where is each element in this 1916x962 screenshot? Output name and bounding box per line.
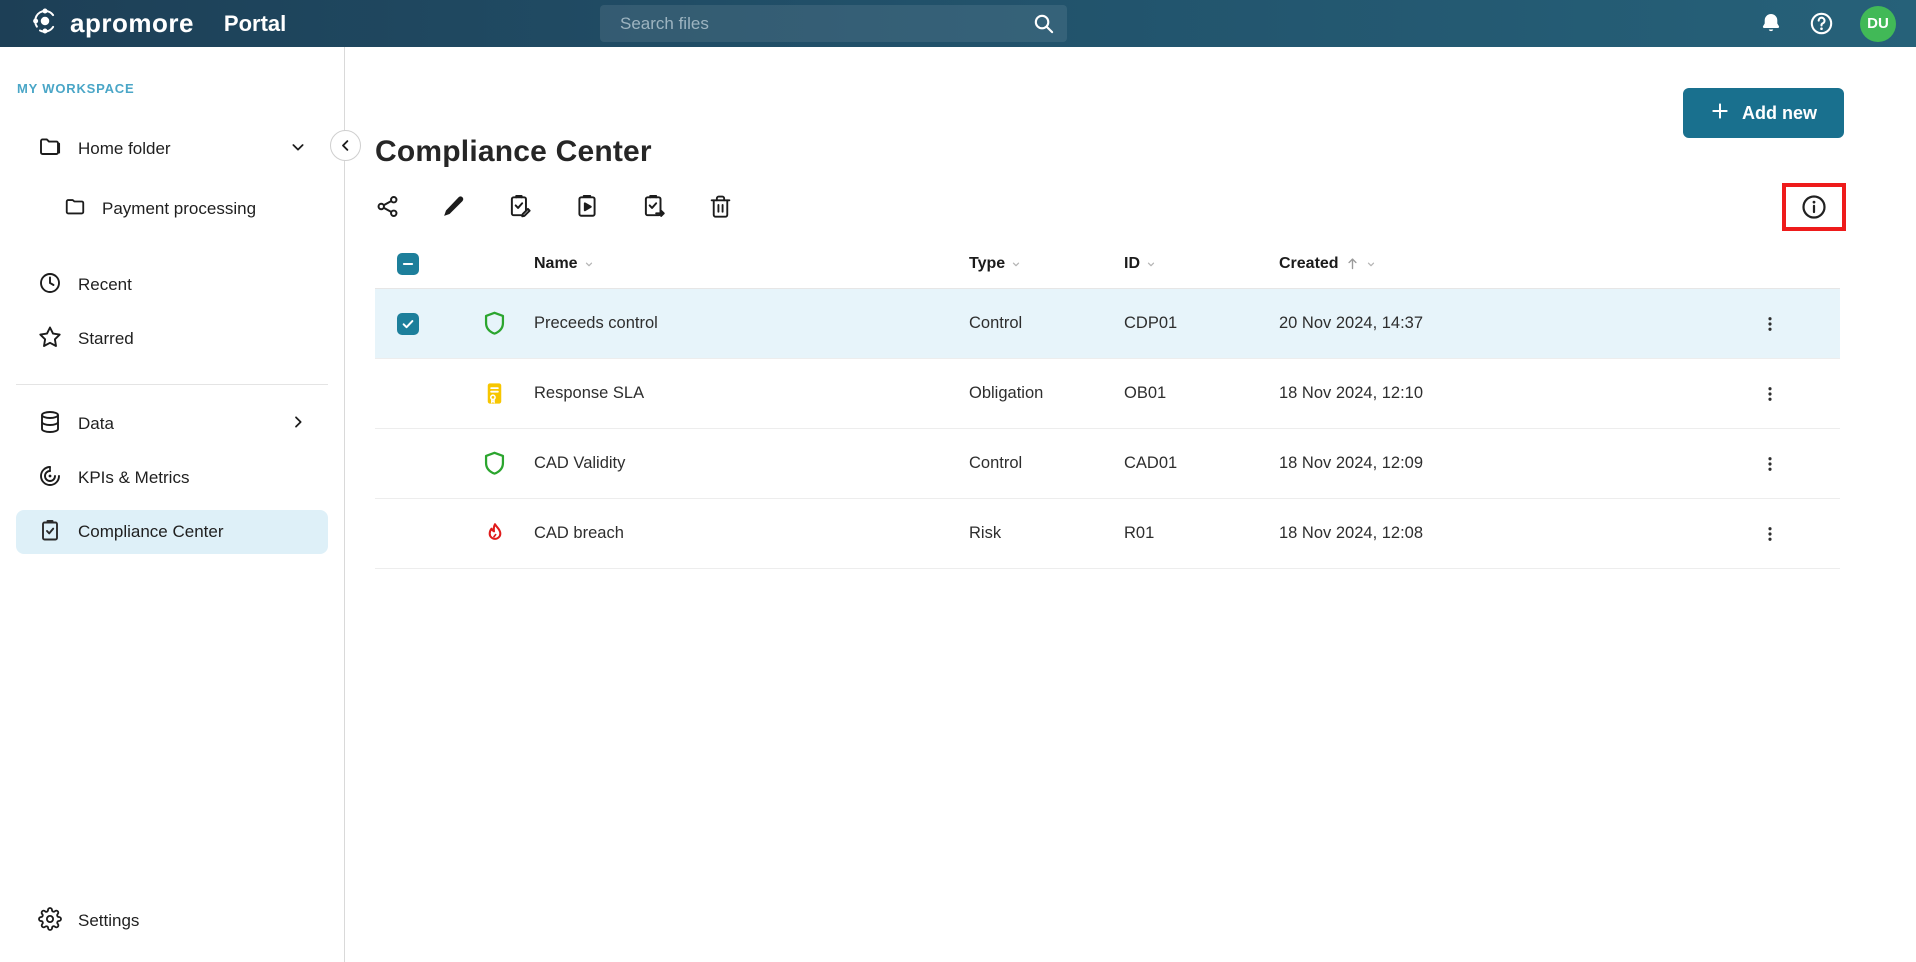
sidebar-collapse-button[interactable]	[330, 130, 361, 161]
star-icon	[38, 325, 62, 354]
column-header-type[interactable]: Type	[969, 255, 1124, 273]
shield-control-icon	[455, 310, 534, 337]
row-created: 20 Nov 2024, 14:37	[1279, 314, 1424, 332]
help-icon[interactable]	[1809, 11, 1834, 36]
sidebar-item-compliance-center[interactable]: Compliance Center	[16, 510, 328, 554]
chevron-down-icon	[1146, 259, 1156, 269]
notifications-bell-icon[interactable]	[1759, 12, 1783, 36]
table-row[interactable]: CAD breach Risk R01 18 Nov 2024, 12:08	[375, 499, 1840, 569]
gauge-icon	[38, 464, 62, 493]
row-type: Risk	[969, 524, 1002, 542]
main-content: Compliance Center Add new	[345, 47, 1916, 962]
row-name: Response SLA	[534, 384, 645, 402]
sidebar-item-label: Home folder	[78, 139, 171, 158]
row-name: CAD Validity	[534, 454, 626, 472]
sidebar-item-label: Data	[78, 414, 114, 433]
row-name: Preceeds control	[534, 314, 658, 332]
column-header-id[interactable]: ID	[1124, 255, 1279, 273]
folder-icon	[38, 135, 62, 164]
brand: apromore Portal	[30, 6, 286, 41]
apromore-logo-icon	[30, 6, 60, 41]
row-menu-kebab-icon[interactable]	[1757, 381, 1783, 407]
row-id: CAD01	[1124, 454, 1178, 472]
chevron-down-icon	[584, 259, 594, 269]
sidebar-item-label: KPIs & Metrics	[78, 468, 190, 487]
clipboard-export-icon[interactable]	[641, 193, 667, 219]
edit-pencil-icon[interactable]	[441, 194, 466, 219]
table-row[interactable]: Response SLA Obligation OB01 18 Nov 2024…	[375, 359, 1840, 429]
annotation-highlight-box	[1782, 183, 1846, 231]
row-menu-kebab-icon[interactable]	[1757, 311, 1783, 337]
workspace-section-label: MY WORKSPACE	[17, 81, 135, 96]
row-created: 18 Nov 2024, 12:09	[1279, 454, 1424, 472]
table-row[interactable]: CAD Validity Control CAD01 18 Nov 2024, …	[375, 429, 1840, 499]
row-created: 18 Nov 2024, 12:10	[1279, 384, 1424, 402]
sidebar-item-label: Payment processing	[102, 199, 257, 218]
share-icon[interactable]	[375, 194, 400, 219]
search-bar	[600, 5, 1067, 42]
sidebar-item-kpis-metrics[interactable]: KPIs & Metrics	[16, 456, 328, 500]
row-created: 18 Nov 2024, 12:08	[1279, 524, 1424, 542]
sidebar-item-recent[interactable]: Recent	[16, 263, 328, 307]
chevron-down-icon[interactable]	[290, 139, 306, 160]
row-type: Control	[969, 454, 1023, 472]
row-id: OB01	[1124, 384, 1167, 402]
database-icon	[38, 410, 62, 439]
page-title: Compliance Center	[375, 135, 652, 168]
top-bar: apromore Portal DU	[0, 0, 1916, 47]
sidebar-item-label: Compliance Center	[78, 522, 224, 541]
shield-control-icon	[455, 450, 534, 477]
gear-icon	[38, 906, 62, 936]
row-name: CAD breach	[534, 524, 624, 542]
document-obligation-icon	[455, 380, 534, 407]
table-header-row: Name Type ID Created	[375, 239, 1840, 289]
clipboard-verify-icon[interactable]	[507, 193, 533, 219]
row-type: Control	[969, 314, 1023, 332]
add-new-button[interactable]: Add new	[1683, 88, 1844, 138]
sidebar-item-label: Recent	[78, 275, 132, 294]
flame-risk-icon	[455, 521, 534, 547]
table-row[interactable]: Preceeds control Control CDP01 20 Nov 20…	[375, 289, 1840, 359]
sidebar-item-starred[interactable]: Starred	[16, 317, 328, 361]
sidebar: MY WORKSPACE Home folder	[0, 47, 345, 962]
sidebar-item-payment-processing[interactable]: Payment processing	[16, 187, 328, 231]
select-all-checkbox[interactable]	[397, 252, 419, 275]
sidebar-item-home-folder[interactable]: Home folder	[16, 127, 328, 171]
sidebar-item-settings[interactable]: Settings	[16, 899, 328, 943]
avatar[interactable]: DU	[1860, 5, 1896, 42]
plus-icon	[1710, 101, 1730, 126]
add-new-label: Add new	[1742, 102, 1817, 123]
row-type: Obligation	[969, 384, 1044, 402]
toolbar	[375, 193, 1916, 219]
column-header-created[interactable]: Created	[1279, 255, 1699, 273]
clipboard-run-icon[interactable]	[574, 193, 600, 219]
sidebar-item-data[interactable]: Data	[16, 402, 328, 446]
sidebar-item-label: Settings	[78, 911, 140, 930]
chevron-down-icon	[1011, 259, 1021, 269]
row-checkbox-checked[interactable]	[397, 312, 419, 335]
trash-icon[interactable]	[708, 194, 733, 219]
column-header-name[interactable]: Name	[534, 255, 969, 273]
clock-icon	[38, 271, 62, 300]
row-menu-kebab-icon[interactable]	[1757, 521, 1783, 547]
row-id: R01	[1124, 524, 1155, 542]
info-circle-icon[interactable]	[1800, 193, 1828, 221]
chevron-down-icon	[1366, 259, 1376, 269]
compliance-table: Name Type ID Created	[375, 239, 1840, 569]
sidebar-item-label: Starred	[78, 329, 134, 348]
sort-ascending-icon	[1345, 256, 1360, 271]
search-input[interactable]	[600, 5, 1067, 42]
folder-icon	[64, 196, 86, 223]
chevron-right-icon[interactable]	[290, 414, 306, 435]
search-icon[interactable]	[1032, 12, 1055, 40]
row-id: CDP01	[1124, 314, 1178, 332]
clipboard-check-icon	[38, 518, 62, 547]
sidebar-divider	[16, 384, 328, 385]
app-name: Portal	[223, 10, 287, 36]
row-menu-kebab-icon[interactable]	[1757, 451, 1783, 477]
brand-name: apromore	[70, 8, 194, 38]
